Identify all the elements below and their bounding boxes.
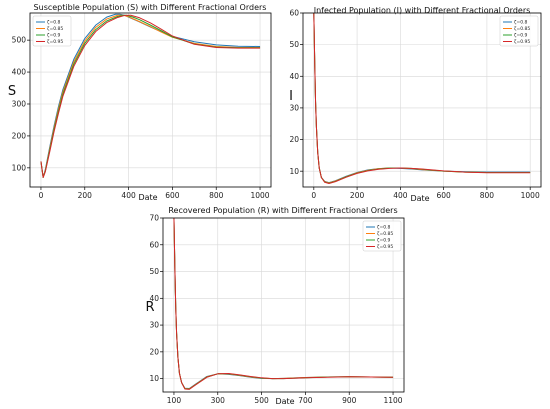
legend-label-2: ζ=0.85	[514, 26, 530, 32]
series-line-4	[40, 14, 261, 178]
axes-frame	[302, 12, 542, 188]
series-line-3	[40, 14, 261, 178]
series-group	[313, 13, 531, 185]
series-line-4	[313, 13, 531, 185]
chart-panel-1: 0 200 400 600 800 1000 100 200 300 400 500 Suscepti…	[8, 3, 272, 202]
x-tick-label: 1000	[250, 191, 269, 200]
series-line-2	[313, 13, 531, 184]
legend: ζ=0.8ζ=0.85ζ=0.9ζ=0.95	[362, 220, 402, 252]
series-line-1	[173, 218, 394, 390]
x-tick-label: 800	[209, 191, 224, 200]
y-tick-label: 500	[12, 36, 27, 45]
x-tick-label: 400	[393, 191, 408, 200]
x-tick-label: 0	[39, 191, 44, 200]
legend-box	[32, 15, 72, 47]
y-tick-label: 200	[12, 132, 27, 141]
legend-label-4: ζ=0.95	[47, 39, 63, 45]
series-line-2	[40, 14, 261, 178]
y-tick-label: 10	[149, 374, 159, 383]
x-tick-label: 0	[311, 191, 316, 200]
legend-label-3: ζ=0.9	[47, 33, 61, 39]
legend-label-1: ζ=0.8	[514, 20, 528, 26]
x-tick-label: 1100	[383, 396, 402, 405]
y-tick-label: 10	[289, 167, 299, 176]
chart-title: Infected Population (I) with Different F…	[314, 6, 531, 15]
x-axis-label: Date	[138, 193, 157, 202]
y-tick-label: 70	[149, 214, 159, 223]
x-tick-label: 1000	[521, 191, 540, 200]
y-tick-label: 60	[149, 240, 159, 249]
y-tick-label: 50	[149, 267, 159, 276]
legend-label-4: ζ=0.95	[514, 39, 530, 45]
x-tick-label: 500	[254, 396, 269, 405]
chart-title: Susceptible Population (S) with Differen…	[34, 3, 267, 12]
x-tick-label: 100	[167, 396, 182, 405]
y-tick-label: 50	[289, 40, 299, 49]
y-tick-label: 100	[12, 163, 27, 172]
legend-box	[362, 220, 402, 252]
y-tick-label: 30	[289, 104, 299, 113]
legend-label-2: ζ=0.85	[47, 26, 63, 32]
axes-frame	[29, 12, 272, 188]
x-tick-label: 200	[78, 191, 93, 200]
x-tick-label: 600	[165, 191, 180, 200]
y-axis-label: S	[8, 84, 16, 99]
x-tick-label: 700	[298, 396, 313, 405]
series-line-1	[40, 13, 261, 178]
series-group	[40, 13, 261, 178]
series-group	[173, 218, 394, 390]
y-tick-label: 40	[289, 72, 299, 81]
y-tick-label: 30	[149, 321, 159, 330]
y-tick-label: 300	[12, 100, 27, 109]
x-tick-label: 600	[436, 191, 451, 200]
x-tick-label: 400	[121, 191, 136, 200]
x-axis-label: Date	[275, 397, 294, 406]
y-tick-label: 20	[289, 135, 299, 144]
y-tick-label: 20	[149, 347, 159, 356]
legend-label-3: ζ=0.9	[514, 33, 528, 39]
x-tick-label: 800	[480, 191, 495, 200]
legend-label-1: ζ=0.8	[47, 20, 61, 26]
chart-panel-3: 100 300 500 700 900 1100 10 20 30 40 50 60 70 Recover…	[145, 206, 405, 406]
axes-frame	[162, 217, 405, 393]
legend-label-3: ζ=0.9	[377, 238, 391, 244]
series-line-1	[313, 13, 531, 184]
legend: ζ=0.8ζ=0.85ζ=0.9ζ=0.95	[32, 15, 72, 47]
y-tick-label: 60	[289, 9, 299, 18]
x-axis-label: Date	[410, 194, 429, 203]
legend-label-2: ζ=0.85	[377, 231, 393, 237]
legend: ζ=0.8ζ=0.85ζ=0.9ζ=0.95	[499, 15, 539, 47]
series-line-2	[173, 218, 394, 390]
legend-label-1: ζ=0.8	[377, 225, 391, 231]
chart-title: Recovered Population (R) with Different …	[168, 206, 397, 215]
y-axis-label: R	[145, 300, 154, 315]
legend-label-4: ζ=0.95	[377, 244, 393, 250]
y-axis-label: I	[289, 89, 293, 104]
x-tick-label: 200	[350, 191, 365, 200]
y-tick-label: 40	[149, 294, 159, 303]
series-line-3	[313, 13, 531, 184]
series-line-4	[173, 218, 394, 390]
series-line-3	[173, 218, 394, 390]
x-tick-label: 900	[342, 396, 357, 405]
chart-panel-2: 0 200 400 600 800 1000 10 20 30 40 50 60 Infected Po…	[289, 6, 542, 203]
legend-box	[499, 15, 539, 47]
x-tick-label: 300	[211, 396, 226, 405]
y-tick-label: 400	[12, 68, 27, 77]
